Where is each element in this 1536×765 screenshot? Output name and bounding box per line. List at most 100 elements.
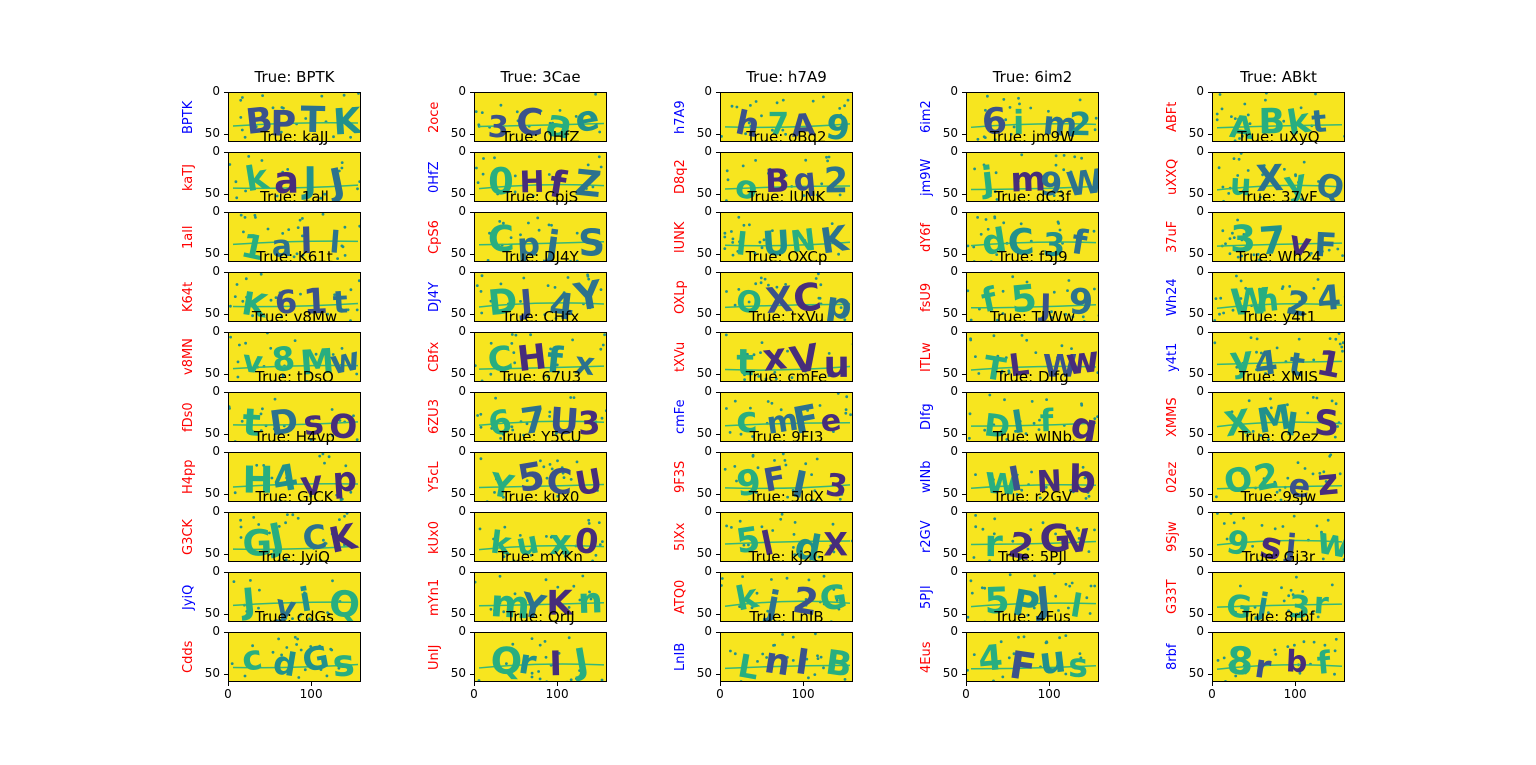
subplot-title: True: DJ4Y	[502, 248, 579, 266]
y-tick-mark	[224, 512, 228, 513]
captcha-noise: mYK n	[475, 574, 605, 621]
captcha-glyph: B	[764, 161, 790, 200]
captcha-glyph: 7	[768, 106, 790, 142]
captcha-noise: 9F I 3	[723, 453, 851, 501]
captcha-glyph: 4	[1252, 342, 1280, 382]
captcha-glyph: C	[546, 462, 573, 502]
captcha-glyph: u	[1229, 167, 1252, 202]
y-tick-mark	[716, 553, 720, 555]
subplot-title: True: kux0	[501, 488, 580, 506]
y-tick-label: 0	[704, 444, 712, 458]
captcha-noise: A Bkt	[1215, 93, 1344, 142]
subplot-title: True: LnIB	[749, 608, 824, 626]
y-tick-mark	[224, 553, 228, 555]
y-tick-label: 50	[450, 305, 466, 320]
captcha-noise: t xV u	[724, 333, 852, 381]
captcha-glyph: 8	[270, 338, 297, 379]
captcha-glyph: a	[271, 229, 293, 262]
captcha-glyph: 6	[981, 101, 1008, 142]
y-tick-mark	[716, 272, 720, 273]
captcha-glyph: 4	[1315, 278, 1342, 320]
y-tick-label: 50	[204, 665, 220, 680]
captcha-glyph: x	[549, 523, 573, 562]
y-tick-mark	[470, 613, 474, 615]
captcha-glyph: 3	[1288, 589, 1312, 622]
y-tick-label: 50	[1188, 485, 1204, 500]
captcha-glyph: r	[516, 642, 539, 682]
y-tick-label: 0	[212, 444, 220, 458]
subplot-title: True: TLWw	[990, 308, 1075, 326]
predicted-label: 4Eus	[919, 641, 934, 673]
captcha-glyph: C	[487, 218, 516, 260]
subplot-title: True: K61t	[256, 248, 333, 266]
captcha-noise: y4 t 1	[1213, 333, 1344, 382]
captcha-noise: 4 Fu s	[967, 634, 1097, 681]
captcha-glyph: 8	[1225, 638, 1255, 682]
captcha-glyph: O	[735, 285, 762, 321]
y-tick-label: 0	[704, 324, 712, 338]
y-tick-mark	[470, 433, 474, 435]
y-tick-mark	[224, 392, 228, 393]
captcha-noise: 6 7 U3	[476, 396, 606, 441]
y-tick-label: 50	[204, 425, 220, 440]
y-tick-mark	[716, 253, 720, 255]
captcha-glyph: C	[1007, 222, 1036, 262]
captcha-glyph: J	[517, 282, 534, 322]
x-tick-label: 0	[470, 687, 478, 701]
subplot-title: True: 4Fus	[994, 608, 1071, 626]
y-tick-label: 50	[1188, 365, 1204, 380]
y-tick-label: 0	[458, 204, 466, 218]
captcha-glyph: a	[274, 159, 300, 202]
captcha-glyph: J	[570, 641, 592, 682]
captcha-glyph: z	[1316, 461, 1341, 502]
captcha-glyph: j	[978, 160, 996, 201]
y-tick-label: 50	[696, 485, 712, 500]
captcha-glyph: e	[818, 403, 843, 441]
y-tick-label: 50	[696, 665, 712, 680]
subplot-title: True: ABkt	[1240, 68, 1317, 86]
subplot-title: True: 9sjw	[1240, 488, 1317, 506]
y-tick-mark	[1208, 613, 1212, 615]
y-tick-mark	[470, 272, 474, 273]
y-tick-mark	[470, 392, 474, 393]
captcha-glyph: J	[1038, 288, 1052, 322]
subplot-title: True: XMIS	[1239, 368, 1318, 386]
captcha-noise: H4v p	[232, 453, 358, 501]
y-tick-mark	[962, 572, 966, 573]
y-tick-mark	[224, 493, 228, 495]
predicted-label: Cdds	[181, 640, 196, 674]
captcha-noise: 5l dX	[724, 513, 852, 561]
y-tick-label: 0	[1196, 504, 1204, 518]
captcha-glyph: G	[299, 638, 332, 680]
y-tick-label: 50	[1188, 125, 1204, 140]
x-tick-label: 0	[716, 687, 724, 701]
captcha-glyph: m	[764, 403, 800, 442]
y-tick-label: 50	[942, 305, 958, 320]
captcha-glyph: 4	[977, 638, 1005, 680]
captcha-noise: 8r b f	[1216, 637, 1343, 682]
subplot-title: True: CpjS	[502, 188, 579, 206]
y-tick-mark	[224, 373, 228, 375]
y-tick-mark	[716, 373, 720, 375]
captcha-glyph: A	[1228, 109, 1256, 142]
y-tick-label: 0	[704, 564, 712, 578]
captcha-glyph: h	[1255, 282, 1281, 320]
captcha-glyph: Q	[490, 639, 522, 682]
captcha-glyph: l	[1068, 586, 1085, 622]
